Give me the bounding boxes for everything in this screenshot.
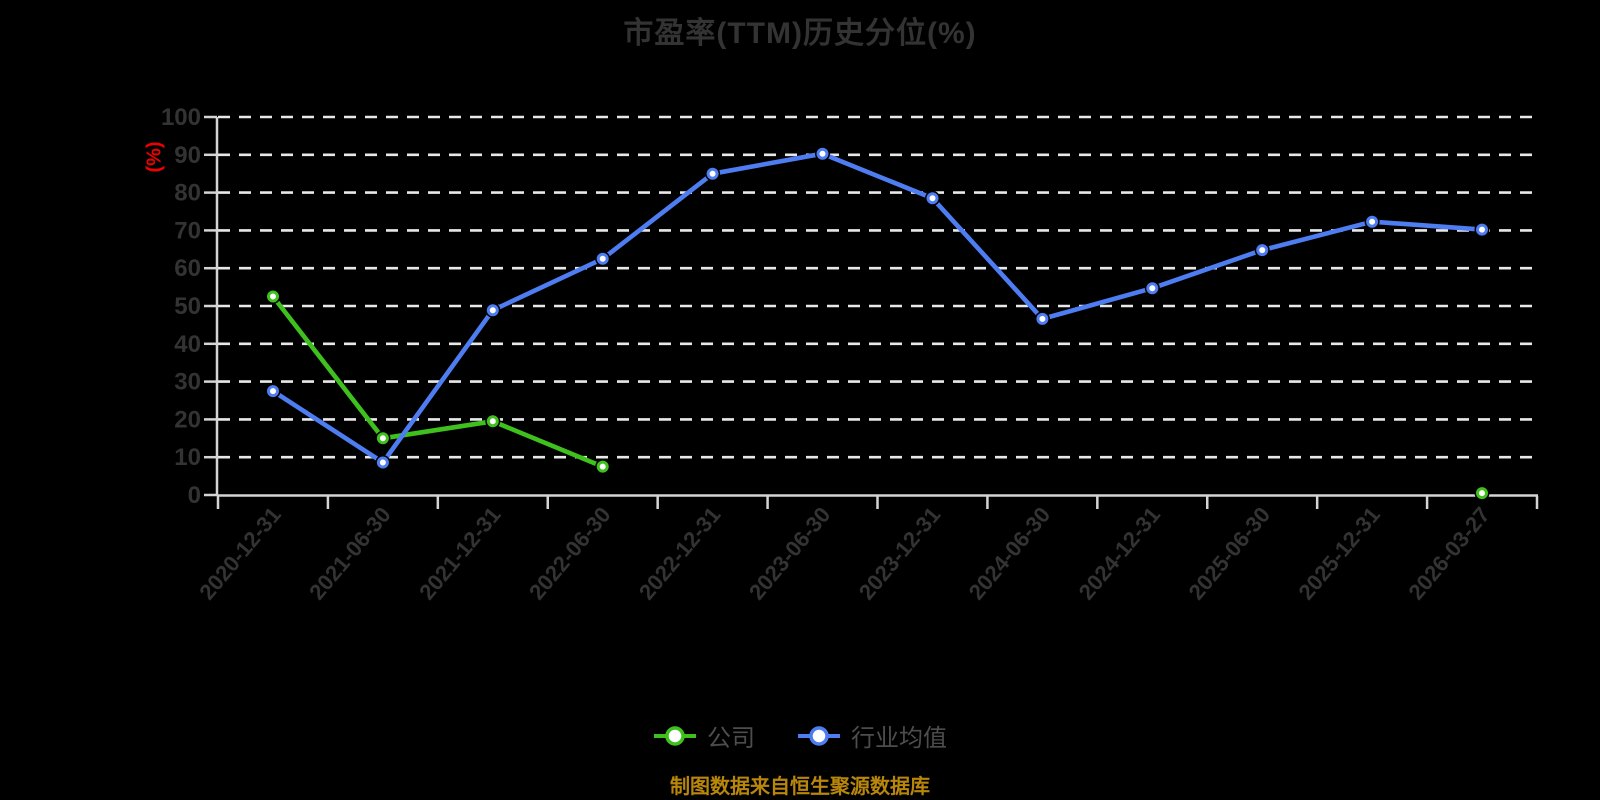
data-point-marker[interactable] <box>267 290 279 303</box>
data-point-marker[interactable] <box>1146 282 1159 295</box>
x-tick-label: 2023-12-31 <box>854 502 945 604</box>
legend-label-industry-average: 行业均值 <box>851 725 947 752</box>
series-industry-average[interactable] <box>265 146 1490 470</box>
chart-title: 市盈率(TTM)历史分位(%) <box>623 17 977 50</box>
company-line-symbol <box>654 725 696 746</box>
legend-label-company: 公司 <box>707 725 755 752</box>
industry-line-symbol <box>798 725 840 746</box>
y-tick-label: 0 <box>188 482 201 509</box>
y-tick-label: 10 <box>174 444 201 471</box>
data-point-marker[interactable] <box>596 460 609 473</box>
x-tick-label: 2022-12-31 <box>634 502 725 604</box>
data-source-note: 制图数据来自恒生聚源数据库 <box>670 776 930 798</box>
y-tick-label: 20 <box>174 406 201 433</box>
data-point-marker[interactable] <box>706 167 719 180</box>
data-point-marker[interactable] <box>1476 487 1488 500</box>
legend-item-company[interactable]: 公司 <box>653 718 755 753</box>
x-tick-label: 2023-06-30 <box>744 502 835 604</box>
x-tick-label: 2021-12-31 <box>414 502 505 604</box>
x-tick-label: 2025-06-30 <box>1184 502 1275 604</box>
data-point-marker[interactable] <box>816 147 829 160</box>
data-point-marker[interactable] <box>596 252 609 265</box>
y-tick-label: 80 <box>174 180 201 207</box>
x-axis-ticks: 2020-12-31 2021-06-30 2021-12-31 2022-06-30… <box>194 496 1539 604</box>
y-tick-label: 40 <box>174 331 201 358</box>
y-tick-label: 60 <box>174 255 201 282</box>
data-point-marker[interactable] <box>486 304 499 317</box>
data-point-marker[interactable] <box>376 432 389 445</box>
data-point-marker[interactable] <box>1476 223 1488 236</box>
x-tick-label: 2024-06-30 <box>964 502 1055 604</box>
y-gridlines <box>218 115 1537 459</box>
data-point-marker[interactable] <box>376 456 389 469</box>
data-point-marker[interactable] <box>1256 244 1269 257</box>
data-point-marker[interactable] <box>926 192 939 205</box>
y-tick-label: 90 <box>174 142 201 169</box>
x-tick-label: 2022-06-30 <box>524 502 615 604</box>
data-point-marker[interactable] <box>1036 312 1049 325</box>
y-axis-ticks: 0 10 20 30 40 50 60 70 80 90 100 <box>161 104 217 509</box>
line-chart-plot[interactable]: 0 10 20 30 40 50 60 70 80 90 100 2020-12-31 2021-06-… <box>0 0 1600 660</box>
data-point-marker[interactable] <box>267 385 279 398</box>
y-tick-label: 50 <box>174 293 201 320</box>
x-tick-label: 2025-12-31 <box>1293 502 1384 604</box>
legend-item-industry-average[interactable]: 行业均值 <box>797 718 947 753</box>
series-company[interactable] <box>265 289 1490 501</box>
y-tick-label: 100 <box>161 104 201 131</box>
y-tick-label: 70 <box>174 217 201 244</box>
x-tick-label: 2026-03-27 <box>1403 502 1494 604</box>
x-tick-label: 2021-06-30 <box>304 502 395 604</box>
x-tick-label: 2024-12-31 <box>1074 502 1165 604</box>
data-point-marker[interactable] <box>1366 215 1379 228</box>
chart-legend: 公司 行业均值 <box>0 718 1600 753</box>
x-tick-label: 2020-12-31 <box>194 502 285 604</box>
data-point-marker[interactable] <box>486 415 499 428</box>
y-tick-label: 30 <box>174 369 201 396</box>
